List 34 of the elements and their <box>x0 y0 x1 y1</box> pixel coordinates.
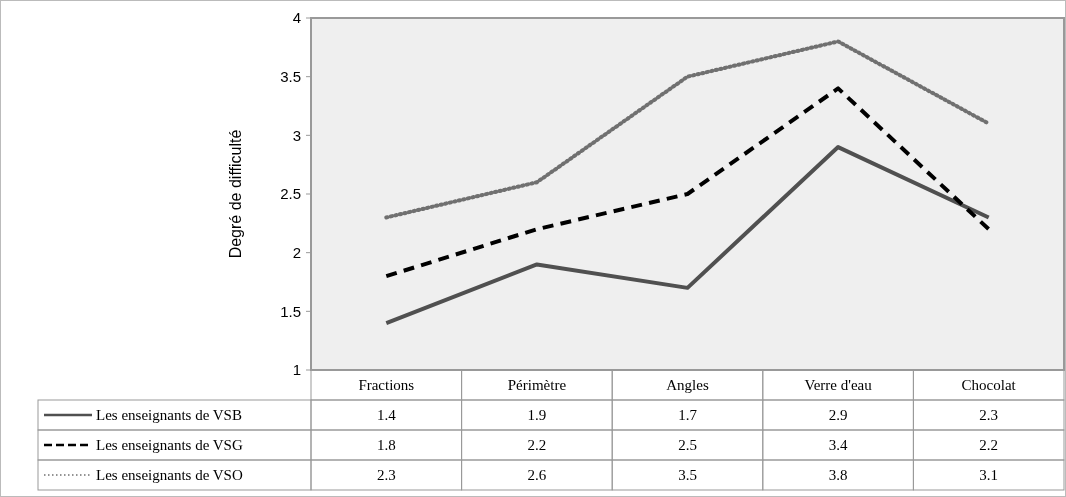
y-tick-label: 4 <box>292 9 301 27</box>
x-tick-label: Périmètre <box>507 377 567 394</box>
y-tick-label: 1 <box>292 361 301 379</box>
y-tick-label: 2 <box>292 243 301 261</box>
data-label: 2.5 <box>678 437 697 454</box>
legend-label: Les enseignants de VSB <box>96 407 242 424</box>
x-tick-label: Chocolat <box>961 377 1017 394</box>
data-label: 2.3 <box>979 407 999 424</box>
y-tick-label: 2.5 <box>280 185 301 203</box>
line-series <box>384 145 991 326</box>
data-label: 3.4 <box>828 437 848 454</box>
data-label: 3.5 <box>678 467 697 484</box>
legend-label: Les enseignants de VSO <box>96 467 243 484</box>
x-tick-label: Fractions <box>358 377 415 394</box>
line-series <box>384 86 991 279</box>
data-label: 2.6 <box>527 467 547 484</box>
data-label: 2.2 <box>979 437 999 454</box>
data-label: 1.9 <box>527 407 547 424</box>
data-label: 2.3 <box>376 467 396 484</box>
y-tick-label: 3.5 <box>280 67 301 85</box>
data-label: 3.8 <box>828 467 848 484</box>
data-label: 1.4 <box>376 407 397 424</box>
y-tick-label: 1.5 <box>280 302 301 320</box>
data-label: 1.8 <box>376 437 396 454</box>
data-label: 1.7 <box>678 407 698 424</box>
legend-label: Les enseignants de VSG <box>96 437 243 454</box>
x-tick-label: Verre d'eau <box>804 377 873 394</box>
y-axis-title: Degré de difficulté <box>227 129 244 259</box>
line-series <box>384 39 991 220</box>
data-label: 3.1 <box>979 467 999 484</box>
data-label: 2.9 <box>828 407 848 424</box>
y-tick-label: 3 <box>292 126 301 144</box>
x-tick-label: Angles <box>666 377 709 394</box>
data-label: 2.2 <box>527 437 547 454</box>
